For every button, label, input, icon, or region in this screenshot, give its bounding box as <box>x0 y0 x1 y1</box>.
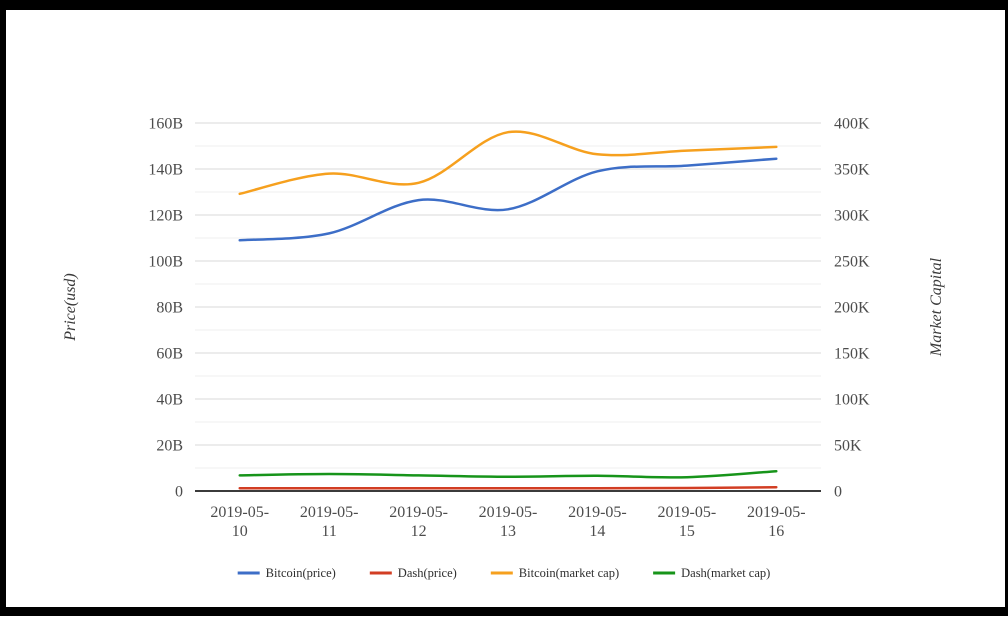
left-axis-tick: 20B <box>156 438 183 455</box>
legend-label: Bitcoin(price) <box>266 566 336 580</box>
legend-label: Dash(market cap) <box>681 566 770 580</box>
right-axis-tick: 300K <box>834 208 870 225</box>
x-axis-tick-line2: 13 <box>500 523 516 540</box>
x-axis-tick-line2: 14 <box>589 523 605 540</box>
x-axis-tick-line1: 2019-05- <box>568 504 627 521</box>
left-axis-title: Price(usd) <box>62 273 79 342</box>
left-axis-tick: 80B <box>156 300 183 317</box>
legend: Bitcoin(price) Dash(price) Bitcoin(market … <box>237 566 770 580</box>
x-axis-tick-line1: 2019-05- <box>658 504 717 521</box>
x-axis-tick-line1: 2019-05- <box>300 504 359 521</box>
gridlines <box>195 122 821 469</box>
right-axis-tick: 250K <box>834 254 870 271</box>
x-axis-tick-line1: 2019-05- <box>389 504 448 521</box>
left-axis-tick: 120B <box>148 208 183 225</box>
legend-label: Dash(price) <box>398 566 457 580</box>
x-axis-tick-line1: 2019-05- <box>479 504 538 521</box>
right-axis-tick: 0 <box>834 484 842 501</box>
right-axis-tick: 50K <box>834 438 862 455</box>
left-axis-tick: 160B <box>148 116 183 133</box>
series-line-dash-market-cap[interactable] <box>238 469 778 479</box>
left-axis-tick: 60B <box>156 346 183 363</box>
x-axis-tick-line2: 11 <box>321 523 336 540</box>
legend-item-bitcoin-market-cap[interactable]: Bitcoin(market cap) <box>490 566 619 580</box>
legend-item-dash-price[interactable]: Dash(price) <box>369 566 457 580</box>
legend-item-bitcoin-price[interactable]: Bitcoin(price) <box>237 566 336 580</box>
x-axis-tick-line2: 16 <box>768 523 784 540</box>
x-axis-tick-line2: 10 <box>232 523 248 540</box>
x-axis-tick-line2: 15 <box>679 523 695 540</box>
x-axis-tick-line2: 12 <box>411 523 427 540</box>
right-axis-tick: 150K <box>834 346 870 363</box>
left-axis-tick: 140B <box>148 162 183 179</box>
left-axis-tick: 100B <box>148 254 183 271</box>
right-axis-tick: 400K <box>834 116 870 133</box>
legend-label: Bitcoin(market cap) <box>519 566 619 580</box>
left-axis-tick: 0 <box>175 484 183 501</box>
right-axis-tick: 350K <box>834 162 870 179</box>
x-axis-tick-line1: 2019-05- <box>747 504 806 521</box>
right-axis-tick: 200K <box>834 300 870 317</box>
x-axis-tick-line1: 2019-05- <box>210 504 269 521</box>
right-axis-title: Market Capital <box>928 257 945 357</box>
series-line-bitcoin-price[interactable] <box>238 157 778 242</box>
legend-item-dash-market-cap[interactable]: Dash(market cap) <box>653 566 770 580</box>
series-line-bitcoin-market-cap[interactable] <box>238 130 778 196</box>
series-line-dash-price[interactable] <box>238 486 778 490</box>
right-axis-tick: 100K <box>834 392 870 409</box>
left-axis-tick: 40B <box>156 392 183 409</box>
